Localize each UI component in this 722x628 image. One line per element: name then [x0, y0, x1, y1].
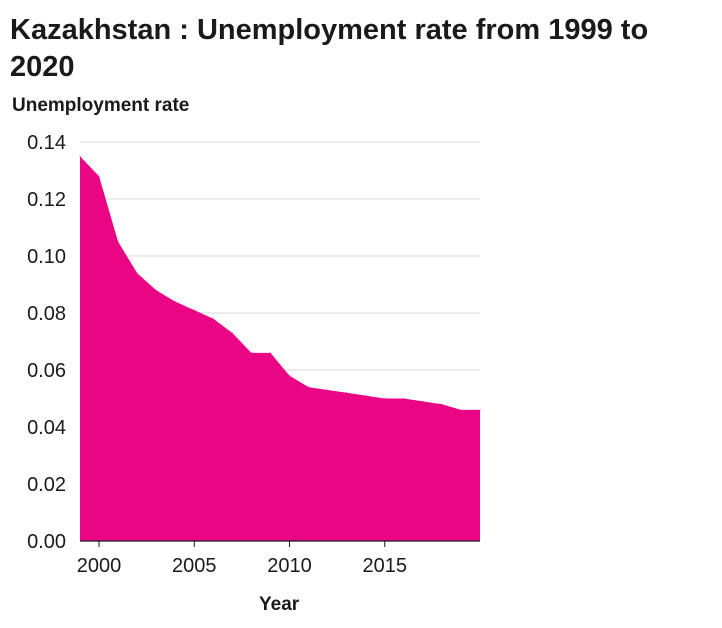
x-axis-label: Year	[259, 594, 300, 615]
area-fill	[80, 156, 480, 541]
x-tick-label: 2010	[267, 555, 312, 577]
data-point	[174, 301, 176, 303]
y-tick-label: 0.10	[27, 246, 66, 268]
y-tick-labels: 0.00 0.02 0.04 0.06 0.08 0.10 0.12 0.14	[27, 132, 66, 553]
x-tick-label: 2005	[172, 555, 217, 577]
data-point	[441, 403, 443, 405]
data-point	[212, 318, 214, 320]
data-point	[422, 400, 424, 402]
y-tick-label: 0.04	[27, 417, 66, 439]
y-axis-label: Unemployment rate	[12, 95, 190, 116]
data-point	[193, 309, 195, 311]
x-tick-label: 2000	[77, 555, 122, 577]
x-tick-label: 2015	[363, 555, 408, 577]
data-point	[365, 395, 367, 397]
data-point	[384, 398, 386, 399]
y-tick-label: 0.00	[27, 531, 66, 553]
x-tick-labels: 2000 2005 2010 2015	[77, 541, 407, 577]
data-point	[289, 375, 291, 377]
y-tick-label: 0.12	[27, 189, 66, 211]
data-point	[117, 241, 119, 243]
data-point	[460, 409, 462, 411]
data-point	[346, 392, 348, 394]
data-point	[403, 398, 405, 399]
data-point	[250, 352, 252, 354]
data-point	[231, 332, 233, 334]
data-point	[308, 386, 310, 388]
data-point	[155, 289, 157, 291]
y-tick-label: 0.06	[27, 360, 66, 382]
data-point	[79, 155, 81, 157]
series-area	[79, 155, 481, 542]
y-tick-label: 0.08	[27, 303, 66, 325]
data-point	[327, 389, 329, 391]
y-tick-label: 0.02	[27, 474, 66, 496]
data-point	[98, 175, 100, 177]
data-point	[269, 352, 271, 354]
y-tick-label: 0.14	[27, 132, 66, 154]
chart-title: Kazakhstan : Unemployment rate from 1999…	[10, 14, 649, 83]
data-point	[479, 409, 481, 411]
data-point	[136, 272, 138, 274]
